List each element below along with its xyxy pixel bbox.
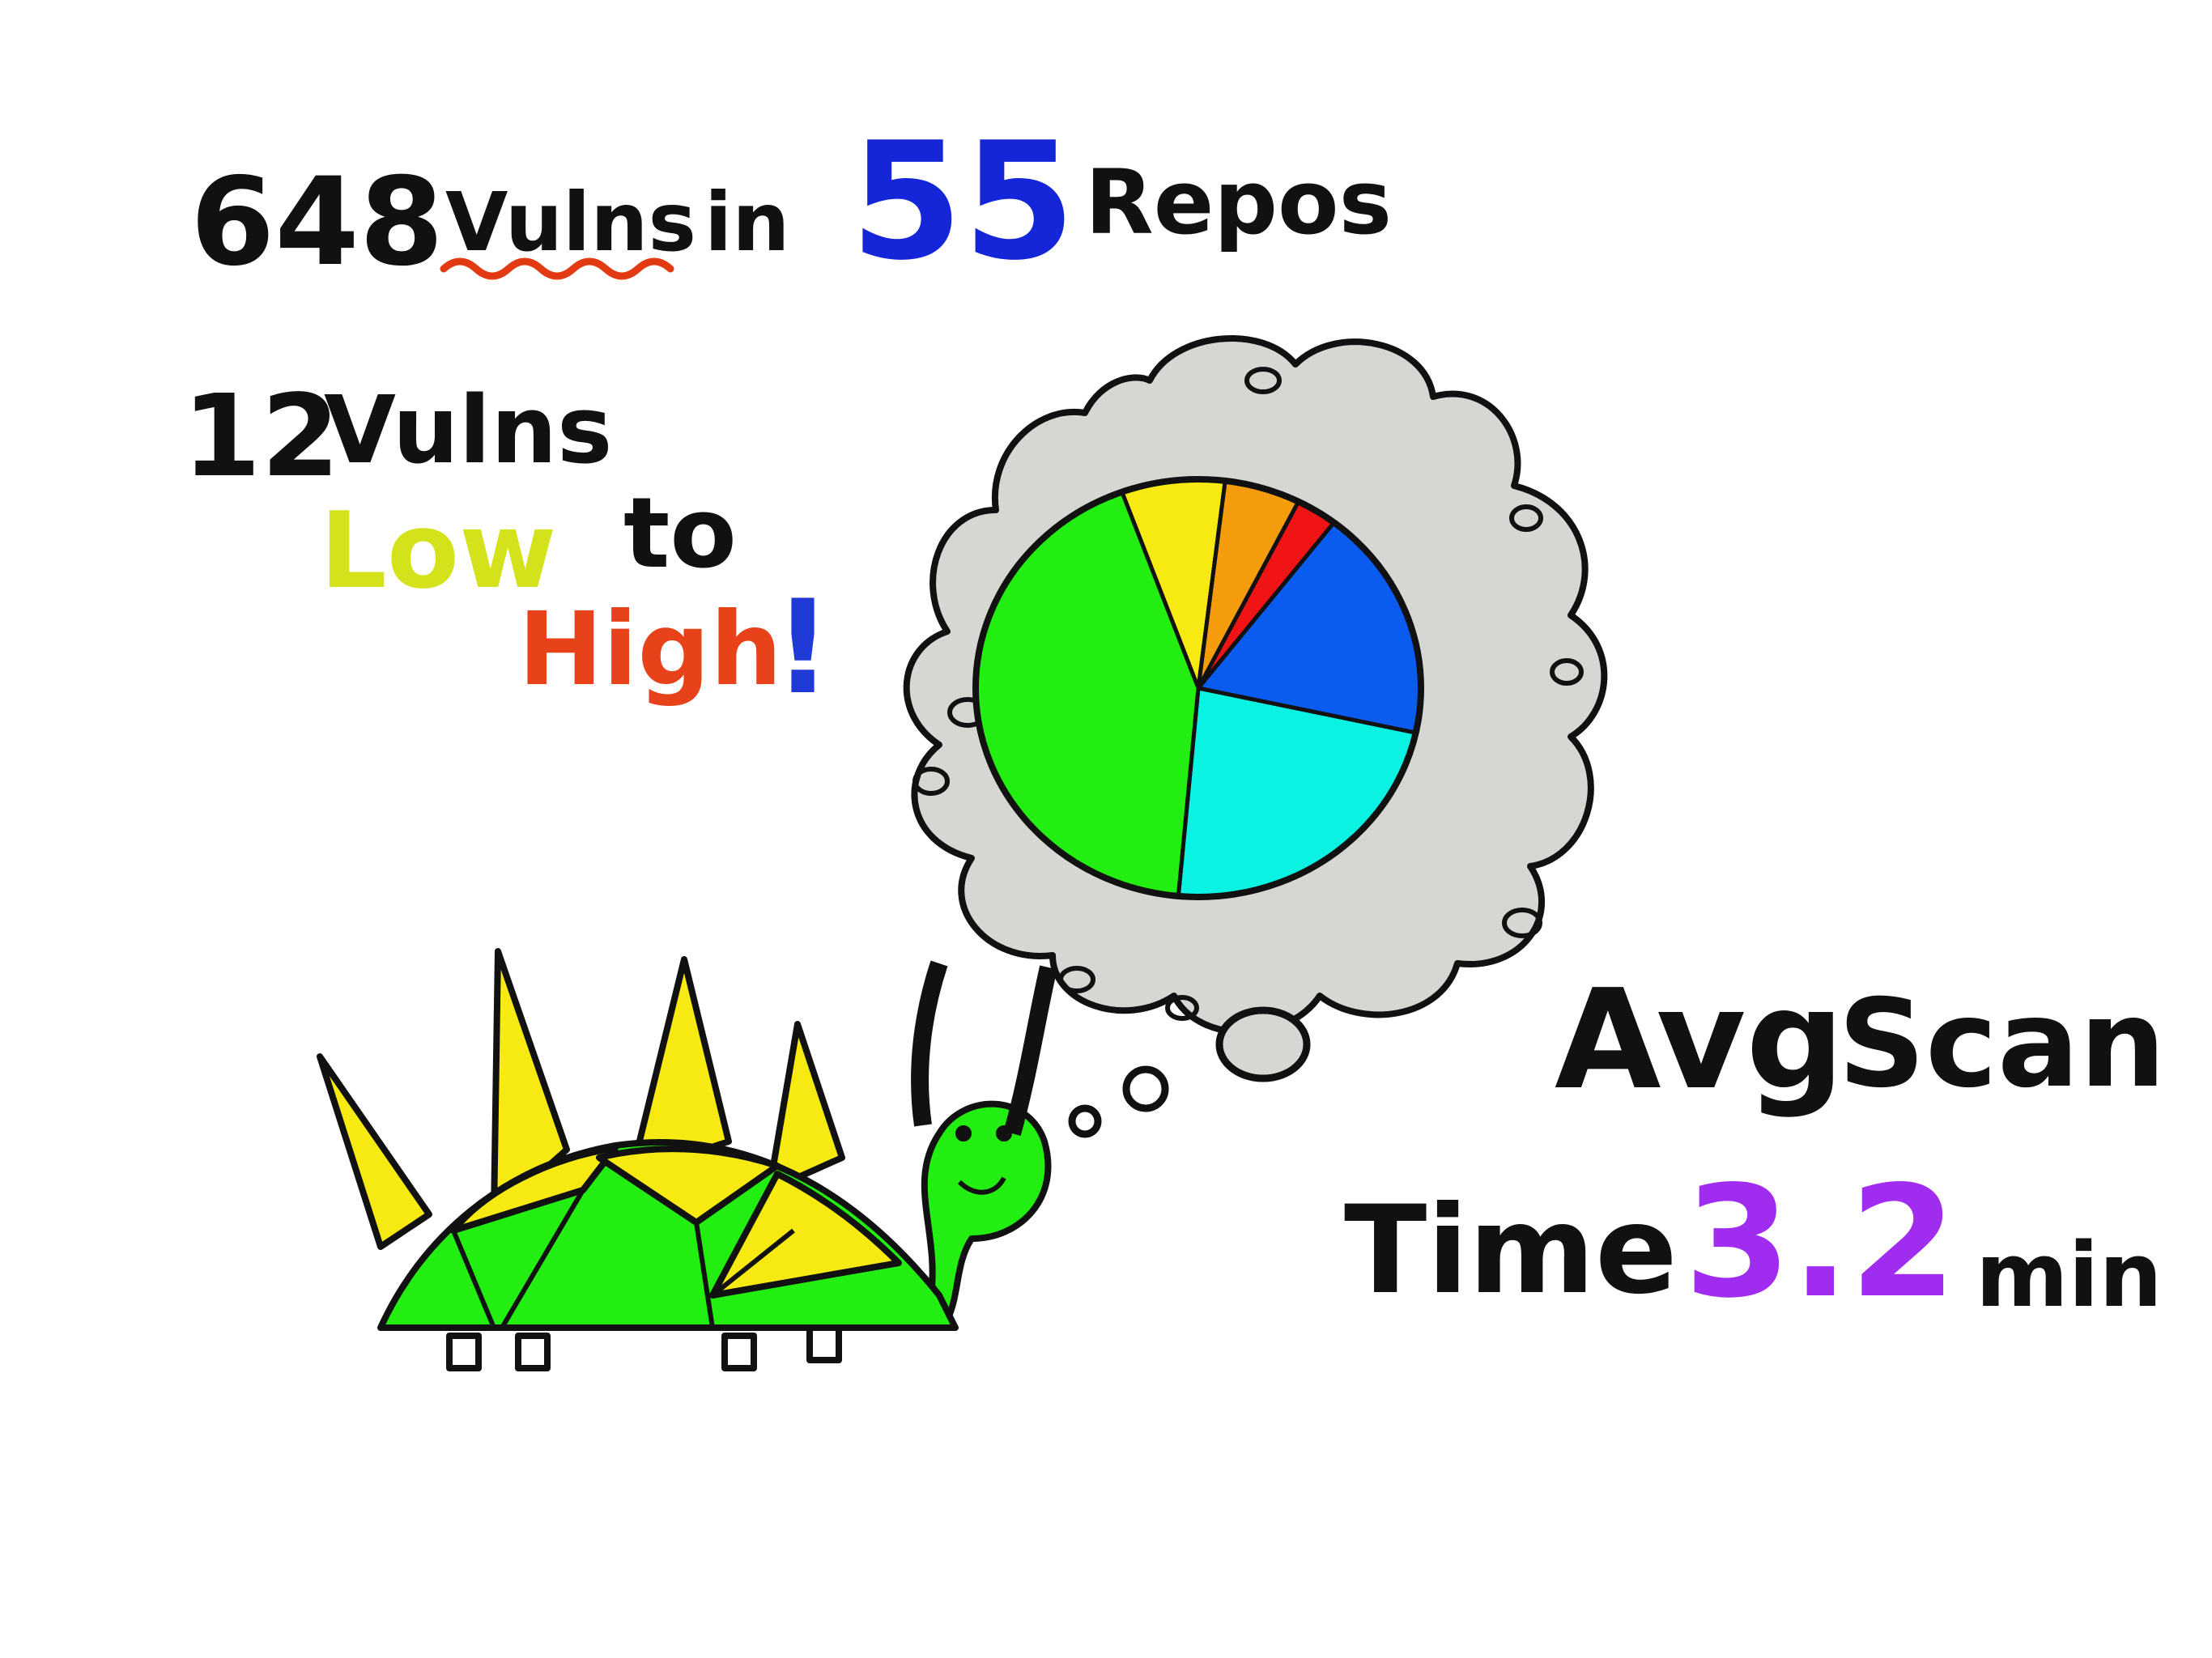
scan-word: Scan — [1838, 974, 2166, 1115]
vuln-count: 648 — [190, 152, 445, 293]
pie-outline — [972, 476, 1424, 900]
pie-chart — [972, 476, 1424, 900]
avg-word: Avg — [1555, 960, 1845, 1120]
leg — [721, 1333, 757, 1371]
scan-value: 3.2 — [1684, 1153, 1957, 1332]
thought-trail — [1068, 1006, 1311, 1138]
low-label: Low — [320, 489, 557, 612]
scan-unit: min — [1976, 1223, 2163, 1327]
turtle-head — [921, 1100, 1052, 1323]
repo-count: 55 — [850, 108, 1076, 296]
repos-word: Repos — [1085, 151, 1393, 254]
high-label: High — [518, 591, 782, 708]
sub-vulns-word: Vulns — [324, 376, 613, 485]
in-word: in — [704, 175, 790, 270]
leg — [446, 1333, 482, 1371]
spike — [317, 1053, 432, 1250]
turtle — [317, 948, 1057, 1371]
exclaim-mark: ! — [773, 572, 832, 723]
time-word: Time — [1344, 1180, 1678, 1321]
leg — [515, 1333, 551, 1371]
leg — [806, 1324, 842, 1363]
vulns-word: Vulns — [445, 175, 697, 270]
squiggle-underline — [440, 257, 674, 280]
sub-count: 12 — [182, 371, 340, 503]
spike — [766, 1021, 845, 1193]
to-word: to — [623, 478, 737, 590]
